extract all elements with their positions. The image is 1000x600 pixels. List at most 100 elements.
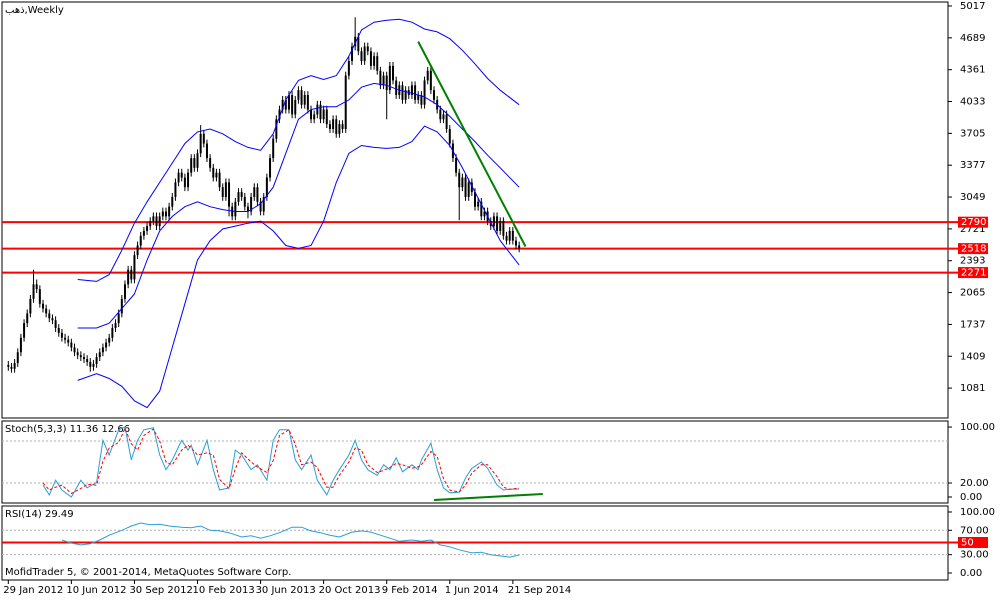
candle-body xyxy=(265,177,268,197)
candle-body xyxy=(423,80,426,105)
y-tick-label: 2721 xyxy=(960,224,985,235)
candle-body xyxy=(86,359,89,362)
candle-body xyxy=(48,313,51,319)
candle-body xyxy=(79,355,82,358)
candle-body xyxy=(480,201,483,217)
candle-body xyxy=(470,182,473,193)
candle-body xyxy=(98,352,101,358)
candle-body xyxy=(240,192,243,197)
candle-body xyxy=(385,75,388,91)
candle-body xyxy=(32,284,35,299)
candle-body xyxy=(158,216,161,227)
candle-body xyxy=(357,36,360,52)
candle-body xyxy=(363,46,366,62)
level-label-box xyxy=(958,536,988,548)
candle-body xyxy=(404,90,407,100)
candle-body xyxy=(120,298,123,314)
candle-body xyxy=(477,201,480,207)
candle-body xyxy=(111,328,114,338)
candle-body xyxy=(325,109,328,125)
y-tick-label: 1081 xyxy=(960,383,985,394)
indicator-line xyxy=(42,426,520,498)
y-tick-label: 100.00 xyxy=(960,507,995,518)
candle-body xyxy=(275,119,278,139)
candle-body xyxy=(139,235,142,246)
candle-body xyxy=(51,318,54,321)
candle-body xyxy=(29,298,32,314)
y-tick-label: 0.00 xyxy=(960,492,982,503)
candle-body xyxy=(19,337,22,353)
candle-body xyxy=(347,61,350,76)
level-label-box xyxy=(958,216,988,228)
x-tick-label: 29 Jan 2012 xyxy=(3,585,63,596)
y-tick-label: 5017 xyxy=(960,1,985,12)
candle-body xyxy=(180,172,183,178)
candle-body xyxy=(108,337,111,343)
candle-body xyxy=(35,284,38,290)
candle-body xyxy=(57,328,60,333)
level-label: 50 xyxy=(961,537,974,548)
candle-body xyxy=(414,85,417,100)
candle-body xyxy=(164,211,167,217)
y-tick-label: 4689 xyxy=(960,33,985,44)
candle-body xyxy=(335,119,338,134)
candle-body xyxy=(212,167,215,178)
candle-body xyxy=(26,313,29,324)
candle-body xyxy=(322,109,325,120)
candle-body xyxy=(502,221,505,236)
candle-body xyxy=(474,192,476,207)
level-label-box xyxy=(958,267,988,279)
candle-body xyxy=(445,114,448,129)
candle-body xyxy=(319,104,322,120)
x-tick-label: 21 Sep 2014 xyxy=(508,585,571,596)
candle-body xyxy=(23,323,26,338)
candle-body xyxy=(360,51,363,62)
candle-body xyxy=(417,95,420,100)
candle-body xyxy=(234,201,237,217)
candle-body xyxy=(190,158,193,173)
candle-body xyxy=(256,187,259,202)
candle-body xyxy=(168,206,171,217)
level-label: 2271 xyxy=(961,268,986,279)
candle-body xyxy=(499,221,502,231)
candle-body xyxy=(262,196,265,212)
y-tick-label: 3049 xyxy=(960,192,985,203)
candle-body xyxy=(269,158,272,178)
candle-body xyxy=(401,85,404,100)
candle-body xyxy=(45,308,48,314)
candle-body xyxy=(105,342,108,348)
candle-body xyxy=(13,362,16,369)
candle-body xyxy=(392,65,395,81)
candle-body xyxy=(514,240,517,246)
x-tick-label: 30 Sep 2012 xyxy=(129,585,192,596)
footer: MofidTrader 5, © 2001-2014, MetaQuotes S… xyxy=(5,567,291,578)
x-tick-label: 10 Jun 2012 xyxy=(66,585,126,596)
candle-body xyxy=(101,347,104,353)
y-tick-label: 70.00 xyxy=(960,525,989,536)
candle-body xyxy=(146,226,149,231)
indicator-line xyxy=(61,522,520,558)
candle-body xyxy=(492,216,495,227)
candle-body xyxy=(272,138,275,159)
candle-body xyxy=(382,75,385,86)
candle-body xyxy=(187,172,190,188)
candle-body xyxy=(243,196,246,207)
y-tick-label: 1409 xyxy=(960,351,985,362)
candle-body xyxy=(114,323,117,329)
candle-body xyxy=(76,352,79,356)
candle-body xyxy=(130,269,133,280)
y-tick-label: 2393 xyxy=(960,256,985,267)
candle-body xyxy=(82,357,85,360)
x-tick-label: 30 Jun 2013 xyxy=(256,585,316,596)
candle-body xyxy=(316,104,319,115)
candle-body xyxy=(511,230,514,241)
candle-body xyxy=(287,95,290,110)
candle-body xyxy=(291,95,294,115)
candle-body xyxy=(123,284,126,299)
candle-body xyxy=(202,133,205,144)
candle-body xyxy=(278,109,281,120)
candle-body xyxy=(379,70,382,86)
panel-title: ذهب,Weekly xyxy=(5,5,64,16)
candle-body xyxy=(54,320,57,329)
